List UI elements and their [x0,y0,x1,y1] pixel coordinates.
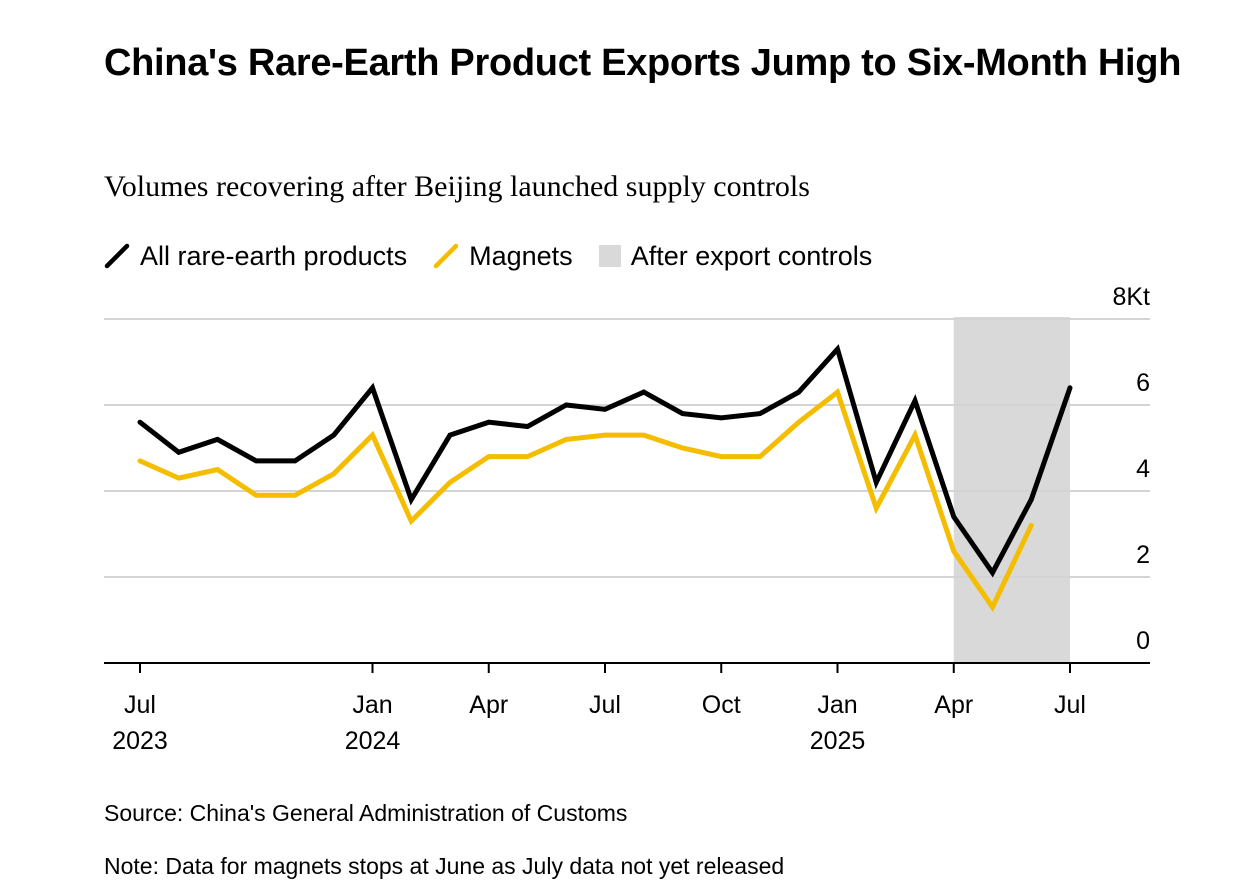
legend-swatch-magnets [433,243,459,269]
legend-item-shade: After export controls [598,240,873,272]
y-tick-label: 6 [1136,369,1150,397]
y-tick-label: 2 [1136,541,1150,569]
legend-item-all: All rare-earth products [104,241,407,272]
y-tick-label: 8Kt [1112,283,1150,311]
x-tick-label: Jul [1054,691,1086,719]
x-tick-year-label: 2024 [345,727,401,755]
legend: All rare-earth products Magnets After ex… [104,238,898,274]
x-tick-label: Jan [352,691,392,719]
legend-swatch-all [104,243,130,269]
x-tick-year-label: 2023 [112,727,168,755]
series-line-magnets [137,387,1034,613]
legend-label-shade: After export controls [630,240,873,271]
x-tick-label: Jan [817,691,857,719]
y-tick-label: 4 [1136,455,1150,483]
legend-label-magnets: Magnets [469,240,573,271]
y-tick-label: 0 [1136,627,1150,655]
legend-label-all: All rare-earth products [140,240,408,271]
x-tick-year-label: 2025 [810,727,866,755]
x-tick-label: Jul [589,691,621,719]
source-note: Source: China's General Administration o… [104,800,628,826]
x-tick-label: Jul [124,691,156,719]
legend-item-magnets: Magnets [433,241,573,272]
series-line-all-products [137,344,1073,578]
legend-swatch-shade [598,245,621,267]
chart-subtitle: Volumes recovering after Beijing launche… [104,170,810,203]
chart-title: China's Rare-Earth Product Exports Jump … [104,42,1182,84]
x-tick-label: Apr [469,691,508,719]
x-tick-label: Apr [934,691,973,719]
footnote: Note: Data for magnets stops at June as … [104,853,785,879]
x-tick-label: Oct [702,691,741,719]
